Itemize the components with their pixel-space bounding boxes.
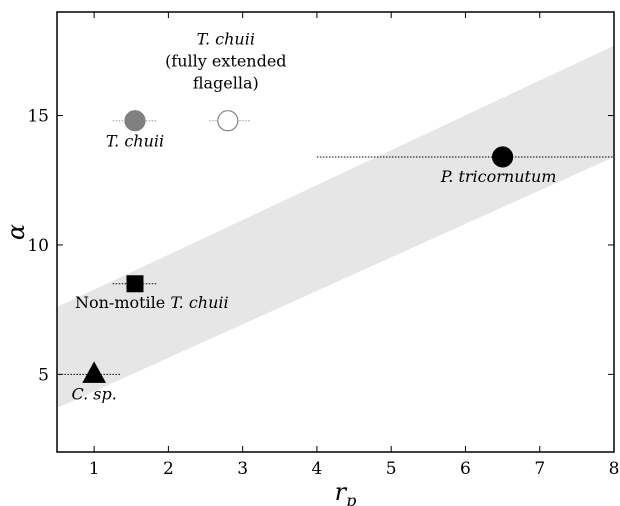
- t-chuii-label-line: T. chuii: [106, 132, 164, 151]
- non-motile-t-chuii-label-part: T. chuii: [165, 293, 228, 312]
- y-tick-label: 15: [27, 107, 49, 127]
- x-tick-label: 5: [386, 459, 397, 479]
- c-sp-label-line: C. sp.: [71, 384, 116, 403]
- c-sp-marker: [82, 361, 106, 383]
- plot-frame: [56, 11, 615, 453]
- x-axis-label-main: r: [335, 478, 348, 506]
- point-annotations: T. chuii T. chuii (fully extended flagella)…: [71, 30, 556, 404]
- t-chuii-extended-label-line: flagella): [193, 74, 259, 93]
- p-tricornutum-label-line: P. tricornutum: [440, 167, 557, 186]
- non-motile-t-chuii-label: Non-motile T. chuii: [75, 293, 229, 312]
- x-tick-label: 6: [460, 459, 471, 479]
- x-axis-label-subscript: p: [346, 491, 356, 506]
- x-tick-label: 8: [609, 459, 620, 479]
- y-tick-label: 10: [27, 236, 49, 256]
- shaded-band: [57, 45, 614, 408]
- x-tick-label: 3: [237, 459, 248, 479]
- x-tick-label: 1: [89, 459, 100, 479]
- y-tick-label: 5: [38, 365, 49, 385]
- non-motile-t-chuii-marker: [126, 275, 144, 293]
- t-chuii-extended-marker: [217, 110, 239, 132]
- t-chuii-extended-label-line: (fully extended: [165, 52, 286, 71]
- data-points: [82, 110, 514, 383]
- axis-ticks: 1 2 3 4 5 6 7 8 5 10 15: [27, 12, 619, 479]
- t-chuii-extended-label-line: T. chuii: [197, 30, 255, 49]
- p-tricornutum-marker: [492, 146, 514, 168]
- t-chuii-marker: [124, 110, 146, 132]
- x-tick-label: 4: [312, 459, 323, 479]
- y-axis-label: α: [2, 224, 30, 240]
- x-axis-label: rp: [335, 478, 357, 506]
- x-tick-label: 2: [163, 459, 174, 479]
- confidence-band: [57, 45, 614, 408]
- x-tick-label: 7: [534, 459, 545, 479]
- non-motile-t-chuii-label-part: Non-motile: [75, 293, 165, 312]
